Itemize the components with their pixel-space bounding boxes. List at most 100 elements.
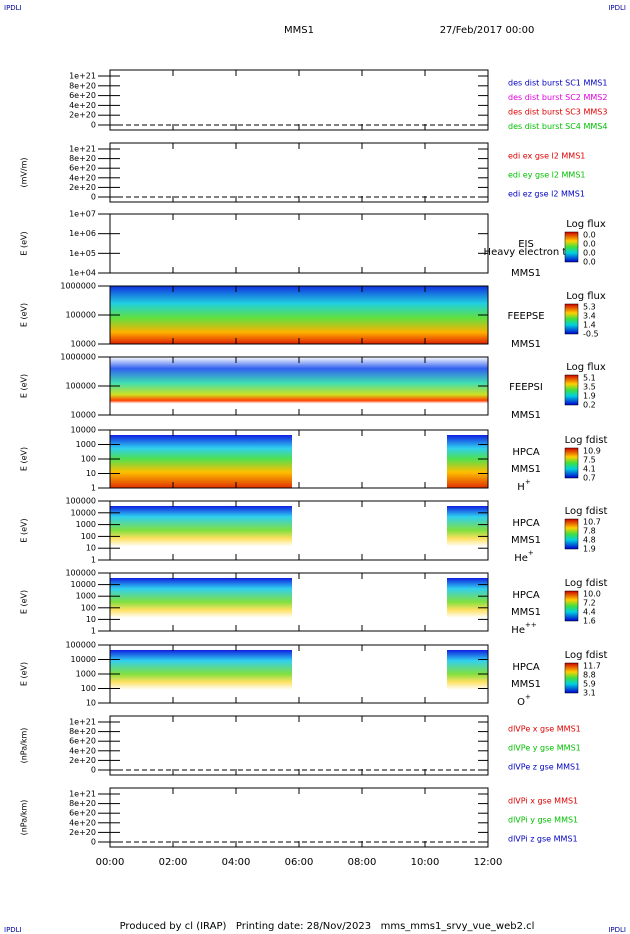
y-tick-label: 1e+04 [69,269,96,278]
instrument-label: FEEPSI [509,382,543,393]
y-tick-label: 1 [91,627,96,636]
colorbar [564,518,579,550]
y-tick-label: 100 [81,684,96,693]
spectrogram [110,578,292,631]
y-tick-label: 8e+20 [69,727,96,736]
y-tick-label: 1000000 [60,353,96,362]
y-tick-label: 10000 [71,580,96,589]
colorbar-title: Log fdist [565,650,608,661]
y-tick-label: 10000 [71,655,96,664]
species: He [511,625,525,636]
y-tick-label: 2e+20 [69,183,96,192]
y-tick-label: 0 [91,193,96,202]
y-tick-label: 0 [91,838,96,847]
plot-frame [109,69,489,131]
y-tick-label: 100000 [65,311,96,320]
y-axis-label: (mV/m) [20,158,29,188]
x-tick-label: 04:00 [222,857,251,868]
colorbar-title: Log fdist [565,435,608,446]
colorbar-label: 0.0 [583,249,596,258]
y-tick-label: 100000 [65,641,96,650]
spectrogram [110,286,488,344]
spectrogram [447,435,488,488]
y-tick-label: 0 [91,121,96,130]
corner-label: IPDLI [608,926,626,934]
spacecraft-label: MMS1 [511,339,541,350]
species: H [517,482,525,493]
title: MMS1 [284,25,314,36]
y-tick-label: 10 [86,699,96,708]
colorbar-label: 0.0 [583,231,596,240]
spacecraft-label: MMS1 [511,464,541,475]
y-tick-label: 6e+20 [69,91,96,100]
plot-frame [109,787,489,848]
spacecraft-label: MMS1 [511,410,541,421]
colorbar [564,231,579,263]
colorbar-label: 5.1 [583,374,596,383]
y-axis-label: E (eV) [20,303,29,327]
colorbar-title: Log fdist [565,578,608,589]
colorbar-label: 3.4 [583,312,596,321]
colorbar-label: 10.7 [583,518,601,527]
x-tick-label: 08:00 [348,857,377,868]
colorbar-label: 8.8 [583,671,596,680]
y-axis-label: E (eV) [20,662,29,686]
y-tick-label: 0 [91,766,96,775]
y-tick-label: 1000000 [60,282,96,291]
species-label: O+ [517,693,531,708]
colorbar-label: 5.3 [583,303,596,312]
species: O [517,697,525,708]
spectrogram [447,506,488,560]
x-tick-label: 10:00 [411,857,440,868]
legend-entry: des dist burst SC1 MMS1 [508,79,607,88]
colorbar-title: Log flux [566,219,606,230]
y-tick-label: 100 [81,603,96,612]
y-tick-label: 10000 [71,508,96,517]
instrument-label: HPCA [512,662,540,673]
colorbar-label: 1.6 [583,617,596,626]
spacecraft-label: MMS1 [511,535,541,546]
colorbar-label: 4.8 [583,536,596,545]
y-tick-label: 8e+20 [69,81,96,90]
charge: ++ [525,621,537,629]
y-tick-label: 1 [91,556,96,565]
y-axis-label: E (eV) [20,447,29,471]
y-tick-label: 1e+21 [69,145,96,154]
plot-frame [109,715,489,776]
colorbar-label: 0.7 [583,474,596,483]
colorbar [564,662,579,694]
species-label: He++ [511,621,537,636]
legend-entry: dlVPe z gse MMS1 [508,763,580,772]
y-tick-label: 2e+20 [69,828,96,837]
note: Heavy electron to [484,247,573,258]
y-axis-label: E (eV) [20,374,29,398]
y-tick-label: 10 [86,544,96,553]
y-tick-label: 6e+20 [69,809,96,818]
species: He [514,553,528,564]
y-tick-label: 10000 [71,411,96,420]
colorbar-label: 3.1 [583,689,596,698]
legend-entry: des dist burst SC4 MMS4 [508,122,607,131]
y-tick-label: 10 [86,615,96,624]
y-tick-label: 1e+21 [69,72,96,81]
charge: + [525,478,531,486]
colorbar-label: 0.2 [583,401,596,410]
legend-entry: edi ey gse l2 MMS1 [508,171,586,180]
spectrogram [447,578,488,631]
y-tick-label: 6e+20 [69,737,96,746]
instrument-label: FEEPSE [507,311,544,322]
corner-label: IPDLI [4,4,22,12]
spectrogram [110,357,488,415]
y-tick-label: 1000 [76,440,96,449]
y-axis-label: E (eV) [20,231,29,255]
colorbar-label: 4.4 [583,608,596,617]
legend-entry: edi ex gse l2 MMS1 [508,152,585,161]
y-tick-label: 1e+07 [69,210,96,219]
colorbar-label: -0.5 [583,330,599,339]
spectrogram [110,506,292,560]
y-tick-label: 1000 [76,670,96,679]
y-axis-label: (nPa/km) [20,728,29,764]
spacecraft-label: MMS1 [511,679,541,690]
colorbar-label: 7.8 [583,527,596,536]
y-tick-label: 100 [81,455,96,464]
